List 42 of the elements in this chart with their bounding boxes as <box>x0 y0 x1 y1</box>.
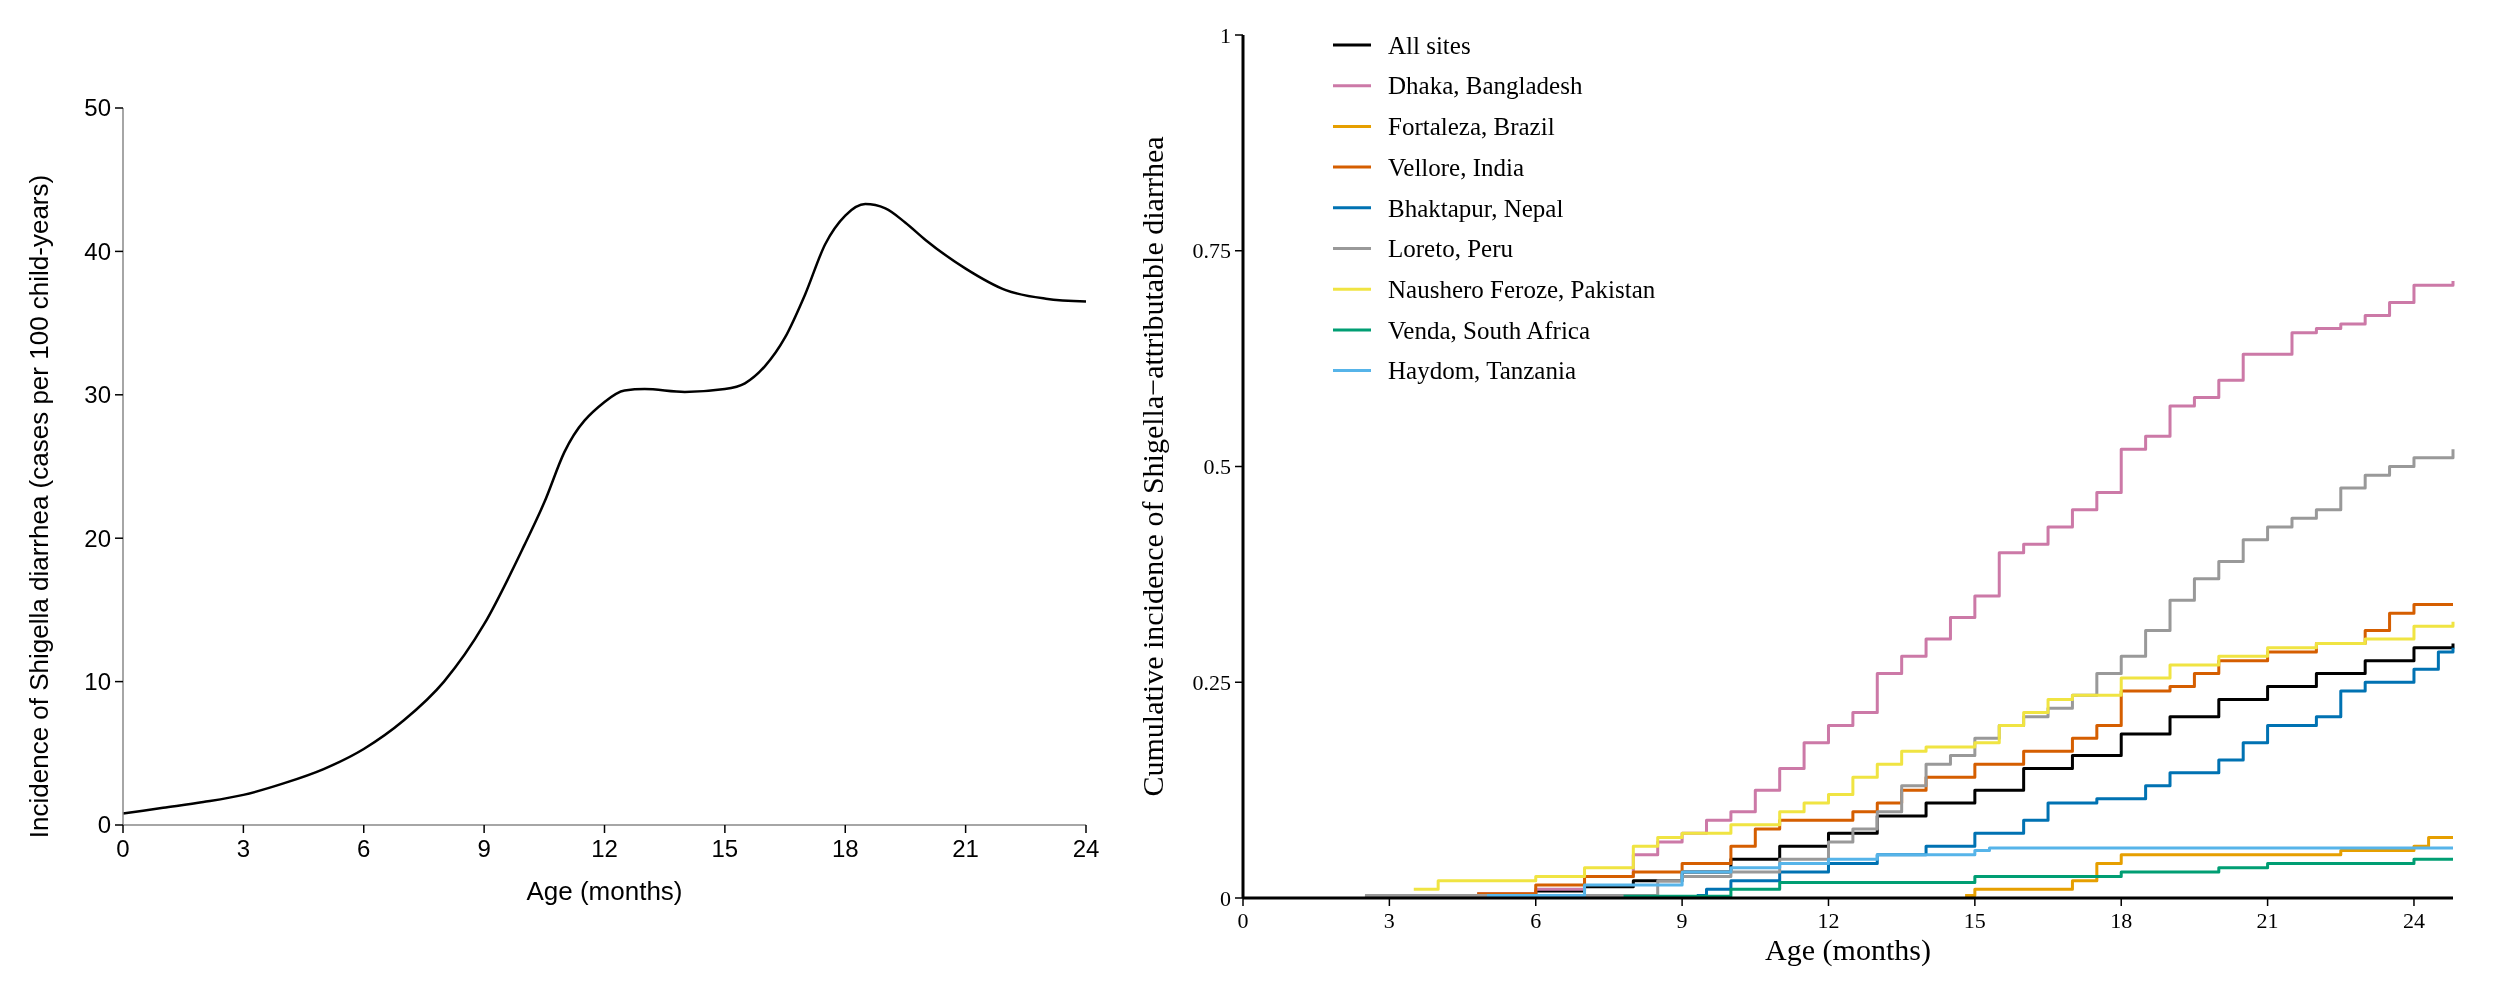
x-tick-label: 12 <box>1817 908 1840 933</box>
legend-label: Naushero Feroze, Pakistan <box>1388 275 1656 303</box>
x-tick-label: 0 <box>1237 908 1249 933</box>
y-tick-label: 0.25 <box>1192 669 1231 695</box>
legend-label: Venda, South Africa <box>1388 316 1591 344</box>
y-tick-label: 1 <box>1220 22 1231 48</box>
legend-label: Bhaktapur, Nepal <box>1388 194 1564 222</box>
x-tick-label: 21 <box>952 835 979 862</box>
x-tick-label: 9 <box>1676 908 1688 933</box>
x-tick-label: 3 <box>236 835 251 862</box>
y-axis-title: Incidence of Shigella diarrhea (cases per 100 child-years) <box>24 174 54 839</box>
legend-label: Fortaleza, Brazil <box>1388 113 1555 141</box>
y-tick-label: 0.5 <box>1203 454 1231 480</box>
x-tick-label: 0 <box>116 835 130 862</box>
y-axis-title: Cumulative incidence of Shigella−attributable diarrhea <box>1136 136 1169 797</box>
x-tick-label: 9 <box>477 835 491 862</box>
y-tick-label: 0 <box>1220 885 1231 911</box>
x-tick-label: 12 <box>591 835 618 862</box>
x-tick-label: 24 <box>2402 908 2425 933</box>
y-tick-label: 0.75 <box>1192 238 1231 264</box>
legend-label: Vellore, India <box>1388 153 1525 181</box>
x-tick-label: 24 <box>1072 835 1100 862</box>
y-tick-label: 10 <box>84 668 111 695</box>
legend-label: Haydom, Tanzania <box>1388 357 1577 385</box>
legend-label: All sites <box>1388 31 1471 59</box>
x-axis-title: Age (months) <box>1765 933 1931 967</box>
x-tick-label: 3 <box>1383 908 1395 933</box>
x-tick-label: 18 <box>2110 908 2133 933</box>
y-tick-label: 20 <box>84 524 111 552</box>
x-tick-label: 6 <box>357 835 371 862</box>
y-tick-label: 30 <box>84 381 111 409</box>
x-axis-title: Age (months) <box>526 876 683 906</box>
x-tick-label: 21 <box>2256 908 2279 933</box>
x-tick-label: 15 <box>711 835 739 862</box>
x-tick-label: 6 <box>1530 908 1542 933</box>
y-tick-label: 50 <box>84 94 111 122</box>
x-tick-label: 18 <box>831 835 859 862</box>
x-tick-label: 15 <box>1963 908 1986 933</box>
y-tick-label: 0 <box>97 811 111 839</box>
legend-label: Dhaka, Bangladesh <box>1388 72 1583 100</box>
legend-label: Loreto, Peru <box>1388 235 1514 263</box>
y-tick-label: 40 <box>84 237 111 265</box>
